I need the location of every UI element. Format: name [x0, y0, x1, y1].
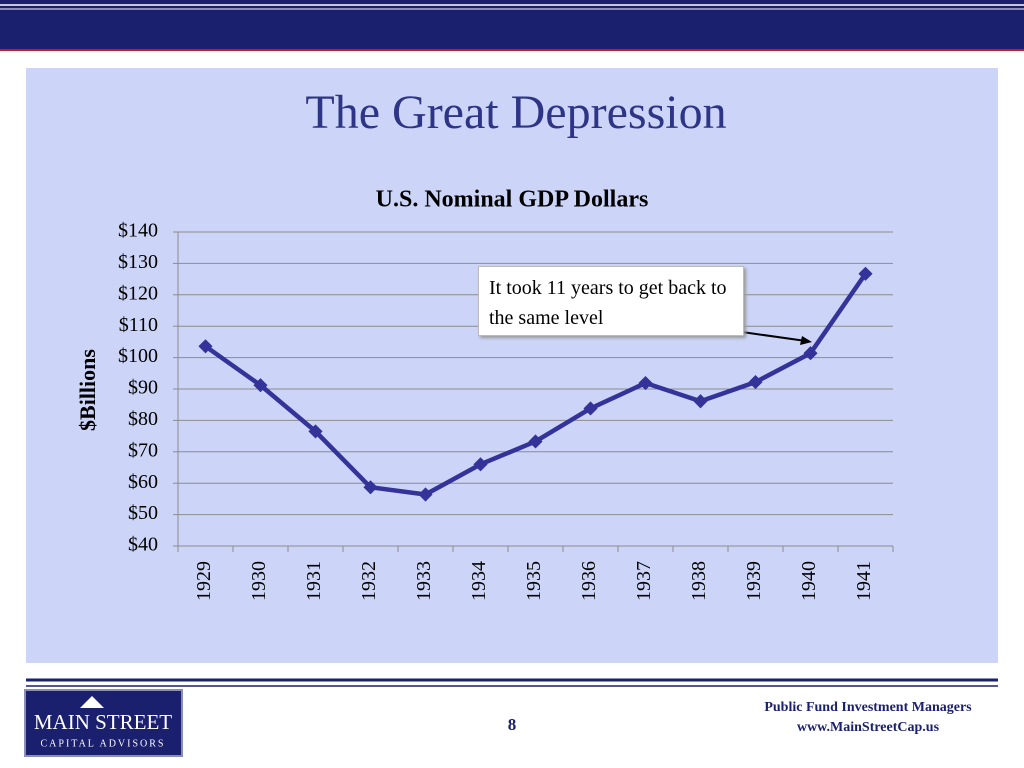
- logo-roof: [80, 696, 104, 708]
- y-tick-label: $90: [128, 377, 158, 399]
- x-tick-label: 1940: [798, 561, 820, 601]
- x-tick-label: 1933: [413, 561, 435, 601]
- page-number: 8: [508, 715, 517, 734]
- y-tick-label: $60: [128, 471, 158, 493]
- data-point: [198, 339, 213, 354]
- footer-text: www.MainStreetCap.us: [797, 720, 940, 735]
- slide-title: The Great Depression: [305, 86, 726, 139]
- y-tick-label: $110: [119, 314, 158, 336]
- annotation-arrowhead: [800, 336, 812, 345]
- x-tick-label: 1939: [743, 561, 765, 601]
- chart-title: U.S. Nominal GDP Dollars: [376, 187, 649, 213]
- x-tick-label: 1932: [358, 561, 380, 601]
- data-point: [308, 424, 323, 439]
- x-tick-label: 1931: [303, 561, 325, 601]
- x-tick-label: 1934: [468, 561, 490, 601]
- data-point: [253, 378, 268, 393]
- footer-text: Public Fund Investment Managers: [764, 700, 972, 715]
- y-tick-label: $140: [118, 220, 158, 242]
- y-tick-label: $130: [118, 251, 158, 273]
- x-tick-label: 1937: [633, 561, 655, 601]
- annotation: It took 11 years to get back to the same…: [478, 266, 744, 336]
- header-band: [0, 0, 1024, 50]
- x-tick-label: 1941: [853, 561, 875, 601]
- data-point: [858, 266, 873, 281]
- data-point: [473, 457, 488, 472]
- y-tick-label: $50: [128, 502, 158, 524]
- annotation-arrow: [741, 331, 807, 342]
- data-point: [363, 480, 378, 495]
- y-tick-label: $40: [128, 534, 158, 556]
- data-point: [693, 394, 708, 409]
- y-tick-label: $70: [128, 439, 158, 461]
- y-tick-label: $80: [128, 408, 158, 430]
- content-panel: [26, 68, 998, 663]
- y-tick-label: $120: [118, 282, 158, 304]
- plot-area: $40 $50 $60 $70 $80 $90 $100 $110 $120 $130 $140 19…: [118, 220, 894, 601]
- data-point: [803, 346, 818, 361]
- data-point: [748, 375, 763, 390]
- data-point: [638, 375, 653, 391]
- y-tick-label: $100: [118, 345, 158, 367]
- x-tick-label: 1929: [193, 561, 215, 601]
- x-tick-label: 1936: [578, 561, 600, 601]
- data-point: [528, 434, 543, 449]
- x-tick-label: 1935: [523, 561, 545, 601]
- logo-text: MAIN STREET: [34, 710, 172, 734]
- x-tick-label: 1938: [688, 561, 710, 601]
- data-point: [418, 487, 433, 502]
- logo: [24, 689, 183, 757]
- x-tick-label: 1930: [248, 561, 270, 601]
- data-point: [583, 401, 598, 416]
- logo-text: CAPITAL ADVISORS: [40, 738, 165, 749]
- y-axis-label: $Billions: [75, 349, 100, 431]
